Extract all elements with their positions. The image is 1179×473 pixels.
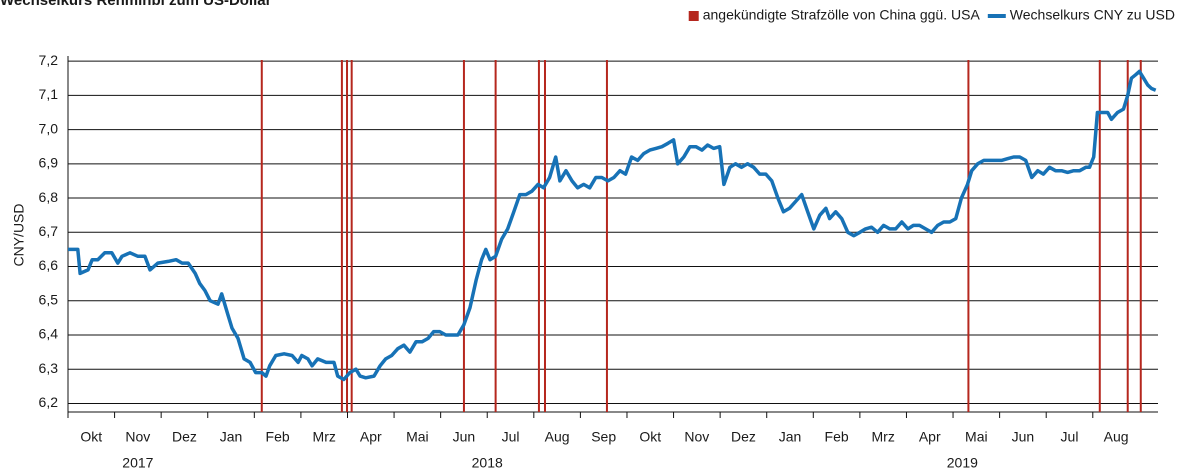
x-tick-label: Mrz (313, 429, 336, 445)
x-tick-label: Apr (919, 429, 941, 445)
x-tick-label: Feb (825, 429, 849, 445)
x-tick-label: Sep (591, 429, 616, 445)
x-tick-label: Okt (639, 429, 661, 445)
line-series (68, 69, 1157, 382)
y-tick-label: 6,8 (39, 189, 59, 205)
x-tick-label: Dez (172, 429, 197, 445)
x-tick-label: Nov (684, 429, 709, 445)
y-tick-label: 6,4 (39, 326, 59, 342)
y-tick-label: 6,9 (39, 155, 59, 171)
x-tick-label: Jun (453, 429, 476, 445)
y-tick-label: 6,3 (39, 360, 59, 376)
year-label: 2017 (122, 455, 153, 471)
x-tick-label: Okt (80, 429, 102, 445)
x-tick-label: Jan (779, 429, 802, 445)
x-tick-label: Dez (731, 429, 756, 445)
y-tick-label: 6,7 (39, 223, 59, 239)
y-tick-label: 6,6 (39, 257, 59, 273)
x-tick-label: Apr (360, 429, 382, 445)
y-tick-label: 7,1 (39, 86, 59, 102)
x-tick-label: Aug (1104, 429, 1129, 445)
x-tick-label: Aug (545, 429, 570, 445)
year-label: 2018 (472, 455, 503, 471)
x-tick-label: Mai (965, 429, 988, 445)
legend-label: Wechselkurs CNY zu USD (1010, 7, 1175, 23)
year-label: 2019 (947, 455, 978, 471)
x-tick-label: Jun (1012, 429, 1035, 445)
legend-swatch (688, 11, 699, 21)
x-tick-label: Jul (502, 429, 520, 445)
y-tick-label: 7,0 (39, 120, 59, 136)
y-tick-label: 7,2 (39, 52, 59, 68)
chart-title: Wechselkurs Renminbi zum US-Dollar (0, 0, 272, 9)
x-tick-label: Jan (220, 429, 243, 445)
x-tick-label: Nov (125, 429, 150, 445)
x-tick-label: Jul (1061, 429, 1079, 445)
x-tick-label: Feb (266, 429, 290, 445)
y-tick-label: 6,5 (39, 291, 59, 307)
x-tick-label: Mrz (872, 429, 895, 445)
y-axis-label: CNY/USD (11, 203, 27, 266)
y-tick-label: 6,2 (39, 394, 59, 410)
legend-label: angekündigte Strafzölle von China ggü. U… (703, 7, 981, 23)
x-tick-label: Mai (406, 429, 429, 445)
